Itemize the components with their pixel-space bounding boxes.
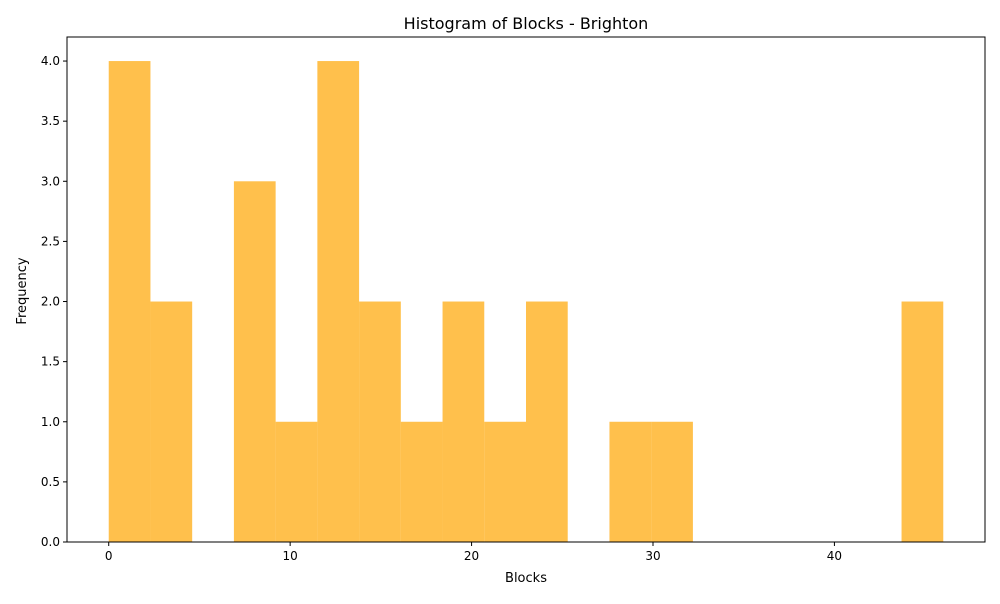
x-axis-ticks: 0 10 20 30 40	[105, 542, 842, 563]
histogram-bar	[150, 301, 193, 542]
histogram-bar	[233, 181, 276, 543]
histogram-bar	[901, 301, 944, 542]
histogram-bar	[526, 301, 568, 542]
plot-frame	[66, 36, 986, 543]
x-tick-label: 0	[105, 549, 113, 563]
histogram-bar	[609, 421, 652, 542]
x-tick-label: 40	[827, 549, 842, 563]
y-tick-label: 2.0	[41, 295, 60, 309]
histogram-bar	[317, 61, 360, 543]
y-tick-label: 0.5	[41, 475, 60, 489]
y-tick-label: 1.5	[41, 355, 60, 369]
bars-group	[108, 61, 944, 543]
histogram-bar	[108, 61, 151, 543]
y-tick-label: 1.0	[41, 415, 60, 429]
y-axis-ticks: 0.0 0.5 1.0 1.5 2.0 2.5 3.0 3.5 4.0	[41, 54, 67, 549]
histogram-bar	[484, 421, 526, 542]
y-tick-label: 0.0	[41, 535, 60, 549]
x-tick-label: 20	[464, 549, 479, 563]
histogram-bar	[651, 421, 693, 542]
y-tick-label: 4.0	[41, 54, 60, 68]
y-axis-label: Frequency	[15, 257, 30, 324]
y-tick-label: 3.5	[41, 114, 60, 128]
y-tick-label: 3.0	[41, 174, 60, 188]
histogram-bar	[442, 301, 485, 542]
histogram-bar	[400, 421, 443, 542]
x-tick-label: 30	[645, 549, 660, 563]
histogram-bar	[359, 301, 401, 542]
x-axis-label: Blocks	[505, 571, 547, 586]
histogram-bar	[275, 421, 318, 542]
y-tick-label: 2.5	[41, 234, 60, 248]
chart-title: Histogram of Blocks - Brighton	[404, 14, 649, 33]
x-tick-label: 10	[283, 549, 298, 563]
